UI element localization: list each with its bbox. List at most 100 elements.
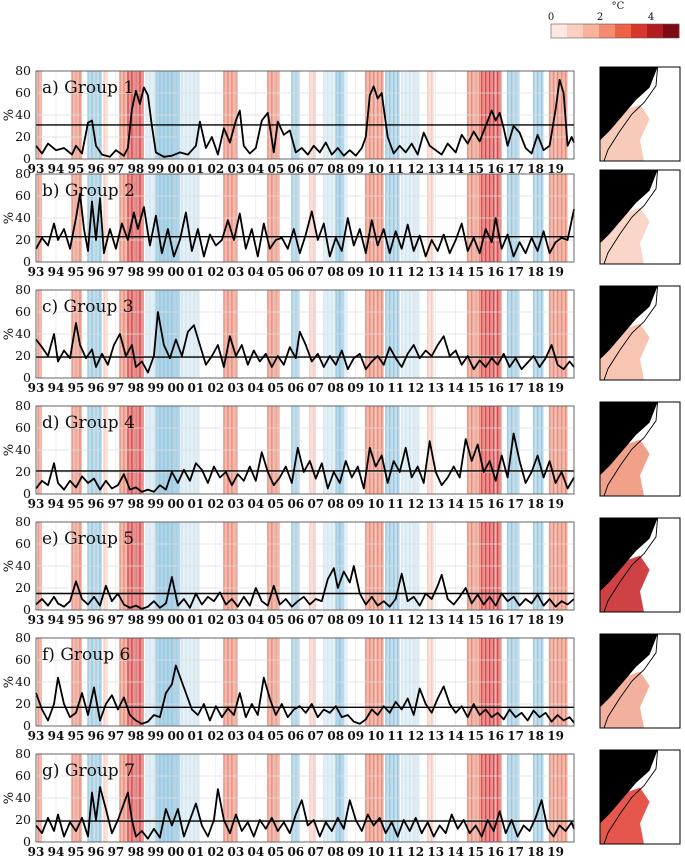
group-series-line [35,664,575,725]
x-tick-label: 09 [347,497,364,511]
x-tick-label: 98 [128,497,145,511]
x-tick-label: 07 [307,162,324,176]
x-tick-label: 07 [307,613,324,627]
x-tick-label: 00 [168,497,185,511]
x-tick-label: 00 [168,381,185,395]
x-tick-label: 08 [327,613,344,627]
x-tick-label: 99 [148,162,165,176]
shelf-contour [603,169,659,265]
x-tick-label: 10 [367,613,384,627]
x-tick-label: 99 [148,381,165,395]
y-axis-label: % [2,328,17,340]
x-tick-label: 16 [487,497,504,511]
x-tick-label: 03 [227,729,244,743]
x-tick-label: 96 [88,162,105,176]
group-series-line [35,565,575,610]
x-tick-label: 95 [68,613,85,627]
land-mass [600,286,658,360]
colorbar-cell [551,24,568,38]
x-tick-label: 03 [227,497,244,511]
x-tick-label: 01 [188,729,205,743]
chart-panel: 0 20 40 60 80% 93 94 95 96 97 98 99 00 01 02 03 04 05 06 07… [2,63,681,176]
x-tick-label: 15 [467,162,484,176]
land-mass [600,67,658,141]
map-frame [599,66,681,162]
y-tick-label: 40 [15,107,31,122]
x-tick-label: 96 [88,845,105,859]
x-tick-label: 96 [88,265,105,279]
x-tick-label: 17 [507,613,524,627]
y-tick-label: 60 [15,768,31,783]
plot-frame [35,521,575,611]
x-tick-label: 15 [467,265,484,279]
x-tick-label: 96 [88,729,105,743]
x-tick-label: 04 [247,613,264,627]
x-tick-label: 97 [108,845,125,859]
x-tick-label: 02 [208,265,225,279]
x-tick-label: 11 [387,497,404,511]
chart-panel: 0 20 40 60 80% 93 94 95 96 97 98 99 00 01 02 03 04 05 06 07… [2,166,681,279]
x-tick-label: 12 [407,613,424,627]
y-tick-label: 20 [15,580,31,595]
x-tick-label: 00 [168,729,185,743]
shelf-contour [603,749,659,845]
x-tick-label: 08 [327,729,344,743]
x-tick-label: 14 [447,265,464,279]
x-tick-label: 98 [128,613,145,627]
x-tick-label: 03 [227,381,244,395]
x-tick-label: 00 [168,265,185,279]
map-inset [599,517,681,613]
land-mass [600,170,658,244]
x-tick-label: 19 [547,162,564,176]
x-tick-label: 96 [88,613,105,627]
x-tick-label: 95 [68,162,85,176]
x-tick-label: 04 [247,845,264,859]
x-tick-label: 06 [287,497,304,511]
y-tick-label: 80 [15,398,31,413]
y-tick-label: 0 [23,254,31,269]
x-tick-label: 16 [487,613,504,627]
x-tick-label: 94 [48,265,65,279]
x-tick-label: 10 [367,845,384,859]
x-tick-label: 04 [247,381,264,395]
x-tick-label: 03 [227,265,244,279]
x-tick-label: 94 [48,162,65,176]
x-tick-label: 14 [447,729,464,743]
y-tick-label: 20 [15,812,31,827]
shelf-contour [603,633,659,729]
x-tick-label: 13 [427,497,444,511]
x-tick-label: 14 [447,845,464,859]
y-tick-label: 40 [15,558,31,573]
x-tick-label: 02 [208,162,225,176]
shelf-contour [603,66,659,162]
x-tick-label: 11 [387,729,404,743]
x-tick-label: 94 [48,729,65,743]
x-tick-label: 01 [188,845,205,859]
colorbar-cell [583,24,600,38]
x-tick-label: 13 [427,613,444,627]
y-tick-label: 20 [15,129,31,144]
map-inset [599,66,681,162]
panel-label: c) Group 3 [42,297,134,317]
x-tick-label: 06 [287,381,304,395]
colorbar-cell [663,24,680,38]
y-tick-label: 0 [23,486,31,501]
y-axis-label: % [2,792,17,804]
x-tick-label: 00 [168,613,185,627]
x-tick-label: 11 [387,381,404,395]
x-tick-label: 94 [48,497,65,511]
x-tick-label: 09 [347,729,364,743]
x-tick-label: 08 [327,381,344,395]
y-tick-label: 80 [15,166,31,181]
chart-panel: 0 20 40 60 80% 93 94 95 96 97 98 99 00 01 02 03 04 05 06 07… [2,514,681,627]
shelf-contour [603,285,659,381]
x-tick-label: 03 [227,613,244,627]
x-tick-label: 99 [148,497,165,511]
y-tick-label: 20 [15,696,31,711]
x-tick-label: 04 [247,497,264,511]
y-axis-label: % [2,212,17,224]
plot-frame [35,70,575,160]
x-tick-label: 07 [307,845,324,859]
x-tick-label: 95 [68,729,85,743]
x-tick-label: 00 [168,845,185,859]
